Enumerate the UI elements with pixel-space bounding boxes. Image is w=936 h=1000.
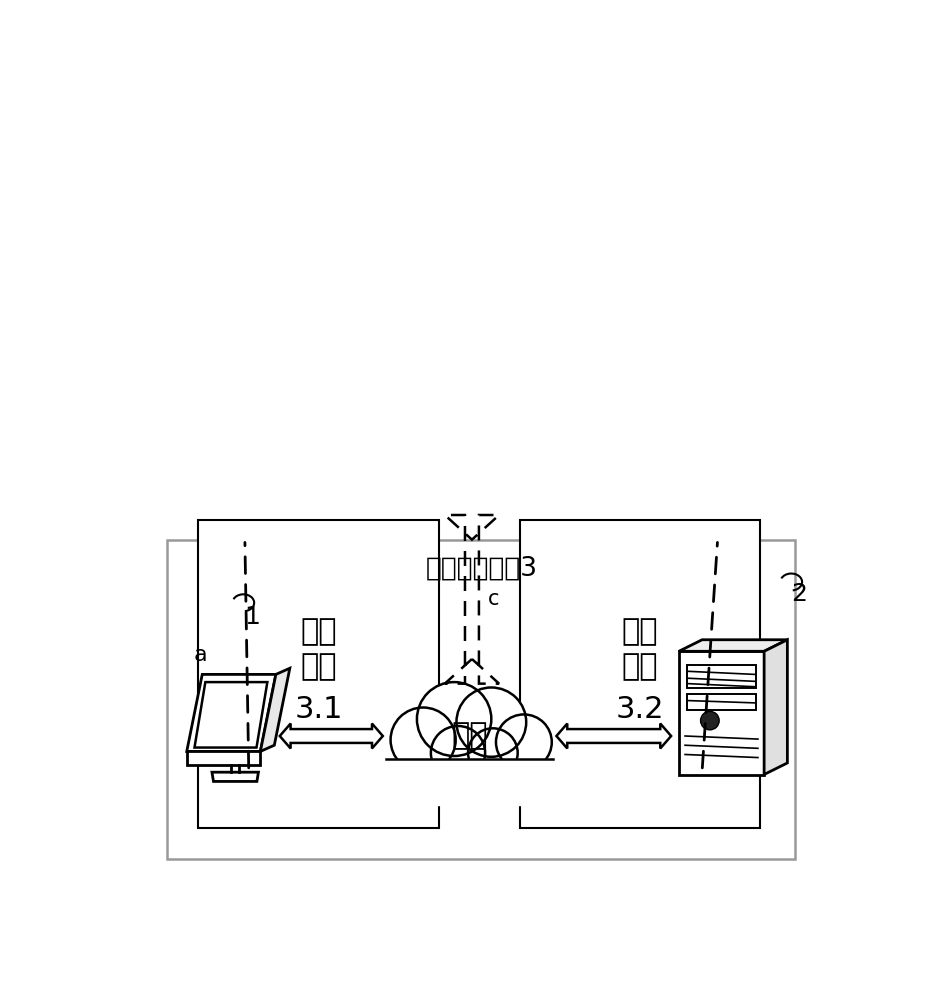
Text: 3.1: 3.1: [294, 695, 343, 724]
Text: 事件: 事件: [300, 618, 337, 647]
Circle shape: [457, 687, 526, 757]
Text: a: a: [194, 645, 207, 665]
Polygon shape: [764, 640, 787, 774]
Text: 业务监控系统3: 业务监控系统3: [425, 556, 537, 582]
Circle shape: [496, 714, 552, 770]
Polygon shape: [556, 724, 671, 748]
Bar: [520, 520, 760, 828]
Polygon shape: [212, 772, 258, 781]
Bar: [679, 651, 764, 775]
Text: 引擎: 引擎: [622, 652, 658, 681]
Text: 网络: 网络: [451, 722, 488, 750]
Text: b: b: [750, 645, 764, 665]
Polygon shape: [187, 674, 276, 751]
Circle shape: [700, 711, 719, 730]
Polygon shape: [280, 724, 383, 748]
Text: 规则: 规则: [622, 618, 658, 647]
Bar: [687, 694, 756, 710]
Polygon shape: [187, 751, 260, 765]
Polygon shape: [679, 640, 787, 651]
Bar: [687, 665, 756, 688]
Polygon shape: [260, 668, 290, 751]
Bar: [168, 540, 795, 859]
Circle shape: [468, 728, 518, 778]
Polygon shape: [195, 682, 268, 748]
Text: 1: 1: [244, 605, 260, 629]
Text: 2: 2: [791, 582, 807, 606]
Circle shape: [417, 682, 491, 756]
Text: c: c: [488, 589, 499, 609]
Text: 引擎: 引擎: [300, 652, 337, 681]
Text: 3.2: 3.2: [616, 695, 665, 724]
Circle shape: [431, 726, 485, 780]
Circle shape: [390, 708, 456, 772]
Bar: [381, 759, 559, 805]
Bar: [198, 520, 439, 828]
